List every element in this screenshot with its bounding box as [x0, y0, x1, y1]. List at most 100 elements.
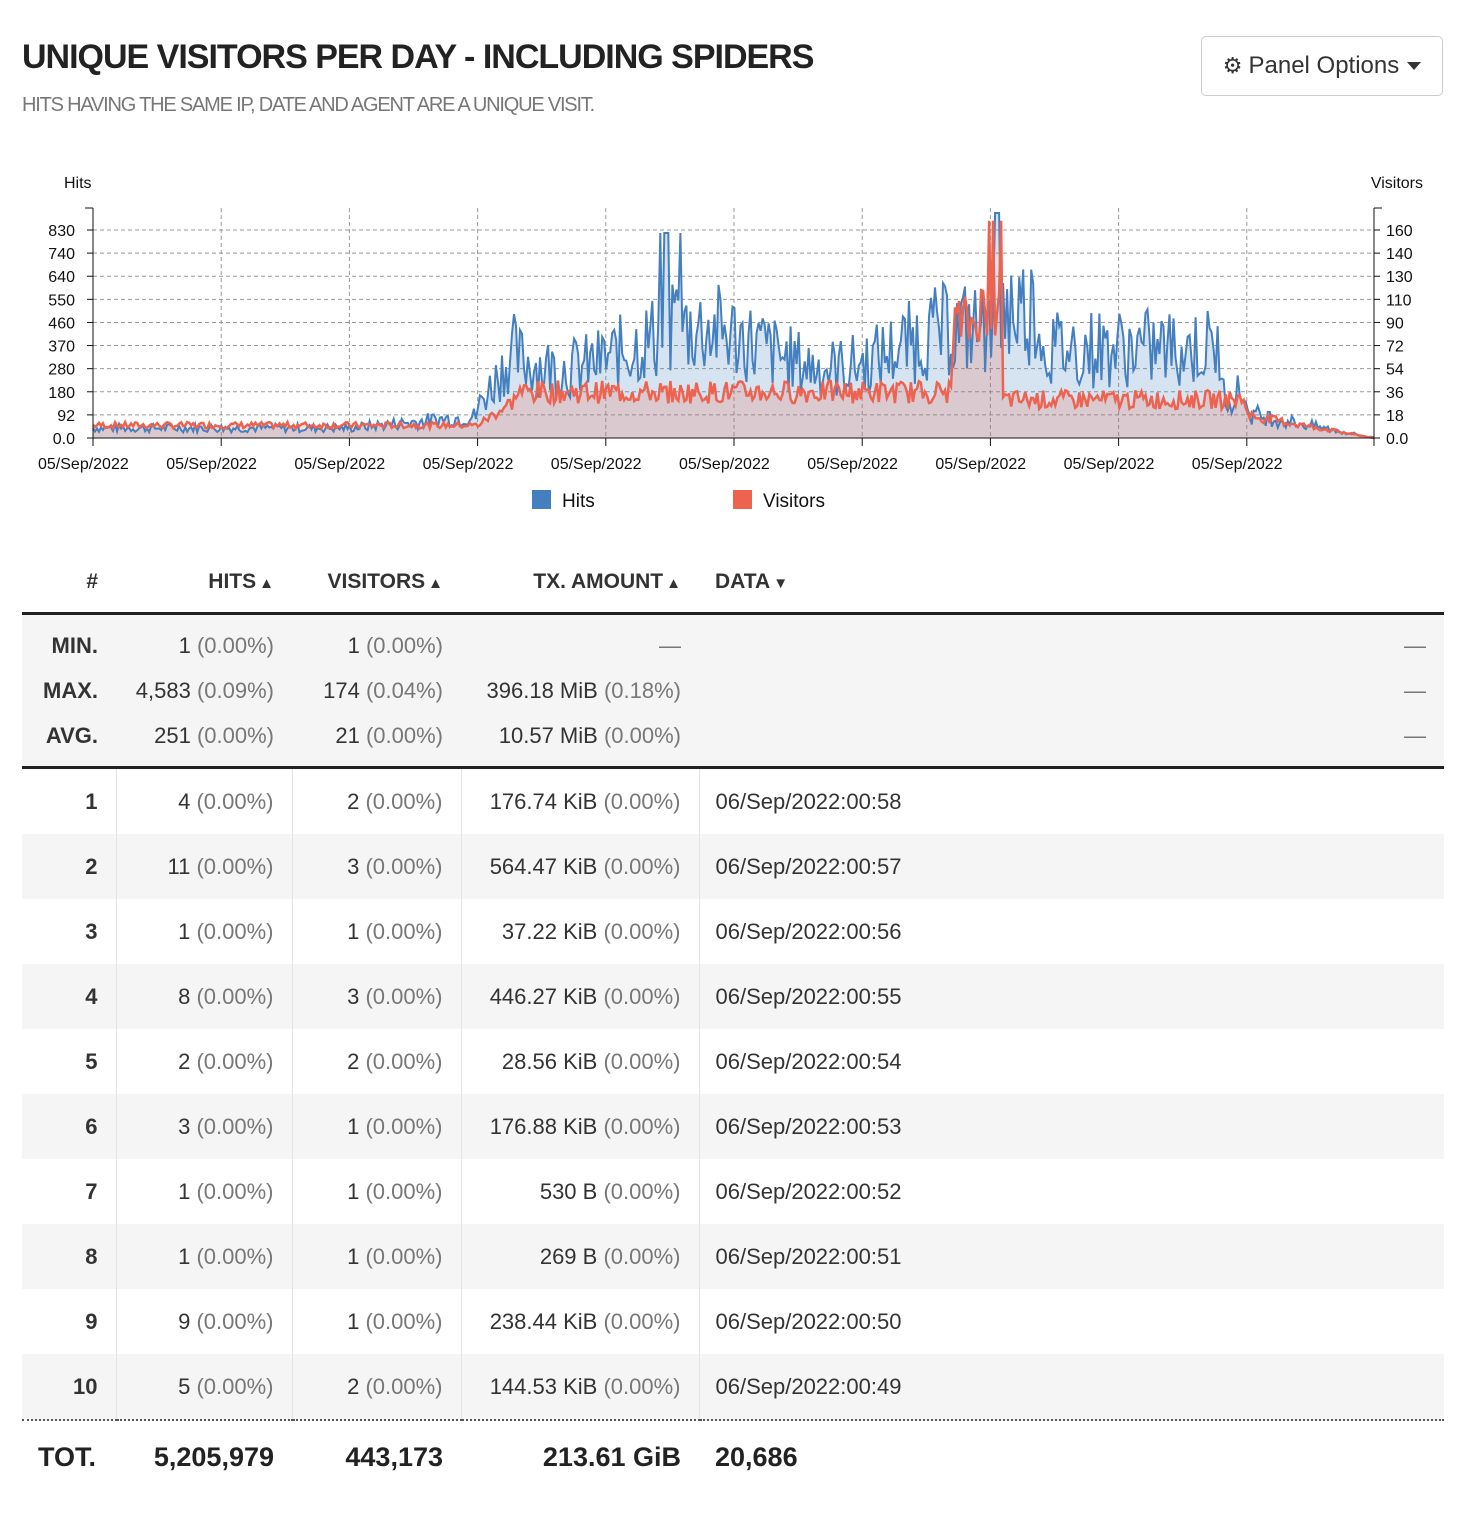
- row-tx: 176.74 KiB (0.00%): [461, 767, 700, 834]
- x-tick-label: 05/Sep/2022: [38, 456, 129, 473]
- visitors-table: # HITS ▲︎ VISITORS ▲︎ TX. AMOUNT ▲︎ DATA ▼︎ …: [22, 552, 1444, 1493]
- sort-icon: ▲︎: [428, 575, 443, 592]
- row-visitors: 1 (0.00%): [292, 1224, 462, 1289]
- visitors-line: [92, 220, 1375, 440]
- y-right-tick-label: 160: [1386, 223, 1413, 240]
- row-data: 06/Sep/2022:00:51: [699, 1224, 1444, 1289]
- y-left-tick-label: 92: [57, 408, 75, 425]
- row-tx: 238.44 KiB (0.00%): [461, 1289, 700, 1354]
- row-data: 06/Sep/2022:00:52: [715, 1178, 902, 1204]
- y-right-tick-label: 36: [1386, 385, 1404, 402]
- y-right-tick-label: 72: [1386, 339, 1404, 356]
- panel-title: UNIQUE VISITORS PER DAY - INCLUDING SPID…: [22, 38, 814, 76]
- total-visitors: 443,173: [345, 1441, 443, 1472]
- y-right-tick-label: 0.0: [1386, 431, 1408, 448]
- row-visitors: 2 (0.00%): [292, 767, 462, 834]
- summary-tx: 10.57 MiB (0.00%): [461, 713, 699, 769]
- panel-options-button[interactable]: ⚙ Panel Options: [1201, 36, 1443, 96]
- y-left-tick-label: 740: [48, 246, 75, 263]
- y-right-tick-label: 140: [1386, 246, 1413, 263]
- row-index: 1: [22, 767, 117, 834]
- row-visitors: 1 (0.00%): [292, 1289, 462, 1354]
- summary-data: —: [699, 613, 1444, 668]
- chart-lines: [92, 212, 1375, 440]
- row-data: 06/Sep/2022:00:49: [699, 1354, 1444, 1421]
- summary-rows: MIN. 1 (0.00%) 1 (0.00%) — — MAX. 4,583 (0.09…: [22, 613, 1444, 769]
- y-left-tick-label: 180: [48, 385, 75, 402]
- y-right-tick-label: 90: [1386, 315, 1404, 332]
- row-hits: 5 (0.00%): [116, 1354, 293, 1421]
- y-left-tick-label: 370: [48, 339, 75, 356]
- col-header-data-label: DATA: [715, 570, 771, 593]
- panel-options-label: Panel Options: [1248, 52, 1400, 79]
- row-index: 10: [22, 1354, 117, 1421]
- row-data: 06/Sep/2022:00:57: [699, 834, 1444, 899]
- x-tick-label: 05/Sep/2022: [1064, 456, 1155, 473]
- hits-line: [92, 212, 1375, 439]
- row-data: 06/Sep/2022:00:55: [699, 964, 1444, 1029]
- legend-label: Visitors: [763, 491, 825, 512]
- row-visitors: 3 (0.00%): [292, 964, 462, 1029]
- panel-subtitle: HITS HAVING THE SAME IP, DATE AND AGENT …: [22, 94, 595, 116]
- y-left-tick-label: 640: [48, 269, 75, 286]
- row-data: 06/Sep/2022:00:56: [715, 918, 902, 944]
- row-hits: 2 (0.00%): [116, 1029, 293, 1094]
- row-visitors: 1 (0.00%): [292, 1094, 462, 1159]
- row-index: 8: [22, 1224, 117, 1289]
- row-hits: 9 (0.00%): [116, 1289, 293, 1354]
- row-visitors: 2 (0.00%): [292, 1354, 462, 1421]
- summary-row: MAX. 4,583 (0.09%) 174 (0.04%) 396.18 MiB (…: [22, 668, 1444, 713]
- row-hits: 1 (0.00%): [116, 1224, 293, 1289]
- total-label: TOT.: [38, 1441, 97, 1472]
- total-hits: 5,205,979: [153, 1441, 274, 1472]
- sort-icon: ▲︎: [666, 575, 681, 592]
- total-data: 20,686: [715, 1441, 798, 1472]
- row-index: 4: [22, 964, 117, 1029]
- x-tick-label: 05/Sep/2022: [294, 456, 385, 473]
- row-data: 06/Sep/2022:00:58: [715, 788, 902, 814]
- y-left-tick-label: 280: [48, 362, 75, 379]
- x-tick-label: 05/Sep/2022: [935, 456, 1026, 473]
- hits-area: [93, 213, 1374, 438]
- chart-areas: [93, 213, 1374, 438]
- row-hits: 4 (0.00%): [116, 767, 293, 834]
- row-visitors: 1 (0.00%): [292, 1159, 462, 1224]
- x-tick-label: 05/Sep/2022: [1192, 456, 1283, 473]
- legend-swatch: [733, 490, 752, 509]
- summary-hits: 1 (0.00%): [116, 613, 292, 668]
- y-right-tick-label: 54: [1386, 362, 1404, 379]
- col-header-visitors[interactable]: VISITORS ▲︎: [292, 552, 461, 615]
- summary-data: —: [699, 713, 1444, 769]
- summary-tx: —: [461, 613, 699, 668]
- row-index: 6: [22, 1094, 117, 1159]
- legend-swatch: [532, 490, 551, 509]
- summary-label: MIN.: [22, 613, 116, 668]
- x-tick-label: 05/Sep/2022: [166, 456, 257, 473]
- row-tx: 37.22 KiB (0.00%): [461, 899, 700, 964]
- y-right-tick-label: 18: [1386, 408, 1404, 425]
- y-left-tick-label: 0.0: [53, 431, 75, 448]
- row-index: 7: [22, 1159, 117, 1224]
- y-left-tick-label: 550: [48, 292, 75, 309]
- row-tx: 564.47 KiB (0.00%): [461, 834, 700, 899]
- caret-down-icon: [1407, 62, 1422, 70]
- row-hits: 8 (0.00%): [116, 964, 293, 1029]
- row-data: 06/Sep/2022:00:54: [715, 1048, 902, 1074]
- row-index: 2: [22, 834, 117, 899]
- row-data: 06/Sep/2022:00:50: [715, 1308, 902, 1334]
- summary-tx: 396.18 MiB (0.18%): [461, 668, 699, 713]
- col-header-data[interactable]: DATA ▼︎: [699, 552, 1444, 615]
- col-header-hits[interactable]: HITS ▲︎: [116, 552, 292, 615]
- x-tick-label: 05/Sep/2022: [423, 456, 514, 473]
- col-header-tx-amount[interactable]: TX. AMOUNT ▲︎: [461, 552, 699, 615]
- col-header-hits-label: HITS: [208, 570, 257, 593]
- y-left-axis-label: Hits: [64, 175, 92, 192]
